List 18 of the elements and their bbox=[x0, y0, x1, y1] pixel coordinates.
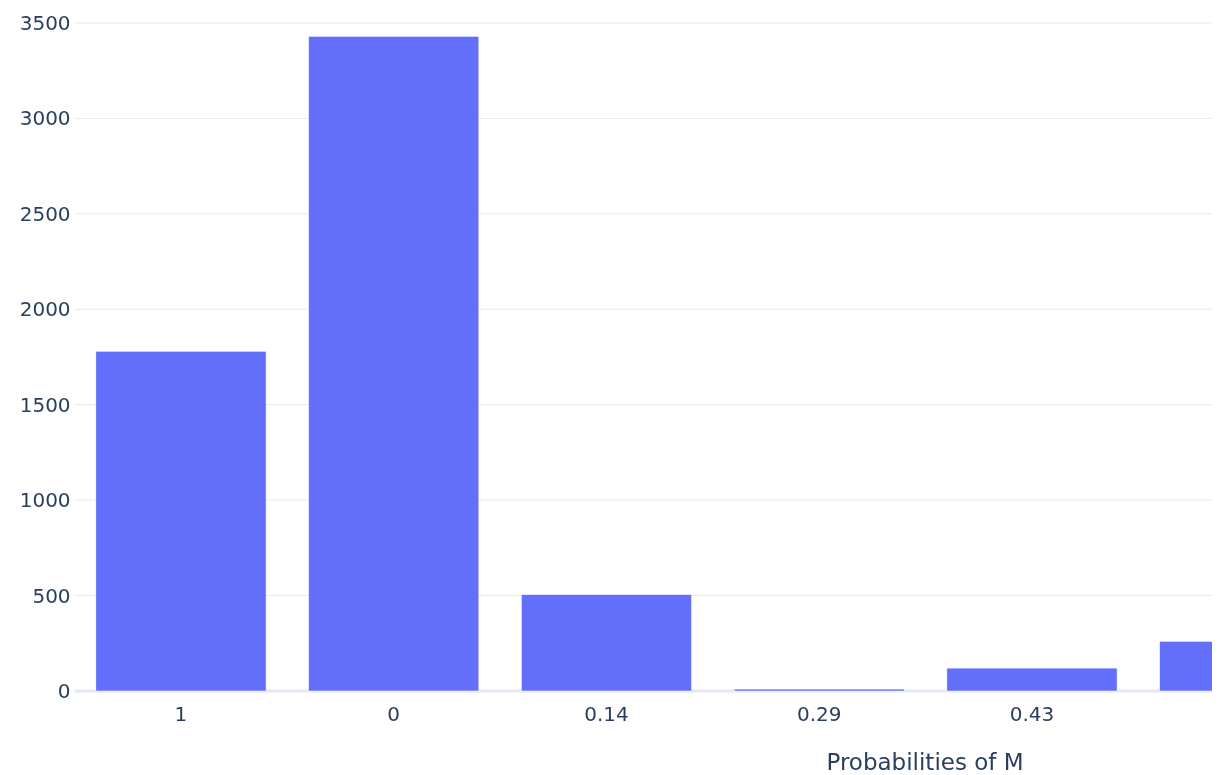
bar bbox=[521, 594, 692, 692]
y-tick-label: 3500 bbox=[19, 11, 71, 35]
x-tick-label: 0.14 bbox=[584, 702, 629, 726]
x-tick-label: 0.29 bbox=[796, 702, 842, 726]
x-tick-label: 0 bbox=[387, 702, 401, 726]
y-tick-label: 0 bbox=[57, 679, 71, 703]
x-tick-label: 0.43 bbox=[1009, 702, 1055, 726]
bar bbox=[95, 351, 267, 692]
y-tick-label: 500 bbox=[32, 583, 71, 608]
bar bbox=[946, 667, 1118, 692]
y-tick-label: 1500 bbox=[19, 392, 71, 417]
bar bbox=[308, 36, 480, 692]
y-tick-label: 1000 bbox=[19, 488, 71, 513]
x-tick-label: 1 bbox=[174, 702, 188, 726]
y-tick-label: 2000 bbox=[19, 297, 71, 322]
x-axis-title: Probabilities of M bbox=[826, 749, 1024, 775]
y-tick-label: 2500 bbox=[19, 201, 71, 226]
y-tick-label: 3000 bbox=[19, 106, 71, 131]
